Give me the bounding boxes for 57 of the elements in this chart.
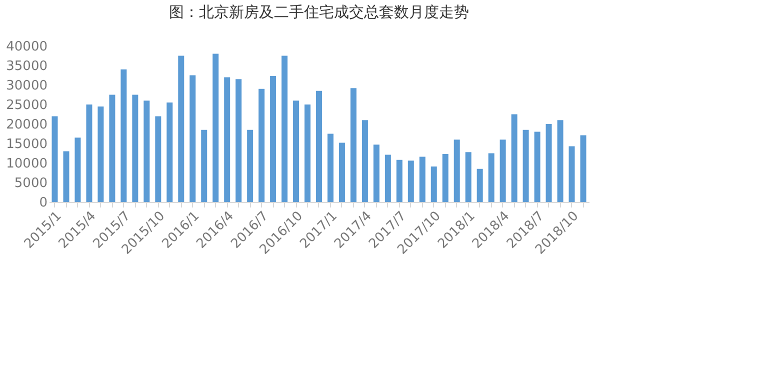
- bar: [155, 116, 162, 202]
- bar: [396, 160, 402, 202]
- bar: [488, 153, 494, 202]
- bar: [109, 94, 116, 202]
- bar: [327, 134, 334, 202]
- y-tick-label: 30000: [6, 78, 48, 94]
- bar: [338, 142, 345, 202]
- bar: [419, 156, 426, 202]
- bar: [178, 56, 184, 202]
- bar: [500, 140, 506, 202]
- bar: [52, 116, 58, 202]
- bar: [511, 114, 518, 202]
- bar: [190, 75, 196, 202]
- bar: [63, 151, 70, 202]
- bar: [522, 130, 529, 202]
- y-tick-label: 0: [39, 196, 48, 210]
- bar: [362, 120, 368, 202]
- bar: [236, 79, 242, 202]
- bar: [166, 102, 173, 202]
- bar: [212, 54, 219, 202]
- bar: [304, 104, 311, 202]
- bar: [454, 140, 460, 202]
- bar: [408, 160, 414, 202]
- bar: [120, 69, 127, 202]
- bar: [132, 94, 138, 202]
- bar: [316, 90, 322, 202]
- bar: [476, 168, 483, 202]
- y-tick-label: 20000: [6, 118, 48, 132]
- bar: [282, 56, 288, 202]
- bar: [442, 154, 448, 202]
- bar: [86, 104, 92, 202]
- bar: [384, 154, 391, 202]
- bar: [534, 132, 540, 202]
- y-tick-label: 5000: [14, 176, 48, 191]
- bar: [293, 100, 300, 202]
- bar: [224, 77, 230, 202]
- bar: [144, 100, 150, 202]
- bar: [74, 138, 81, 202]
- bar: [247, 130, 254, 202]
- bar: [270, 76, 276, 202]
- bar: [465, 152, 472, 202]
- bar: [557, 120, 564, 202]
- chart-title: 图：北京新房及二手住宅成交总套数月度走势: [169, 3, 469, 21]
- bar: [350, 88, 356, 202]
- y-tick-label: 25000: [6, 98, 48, 113]
- y-tick-label: 15000: [6, 137, 48, 152]
- bar: [568, 146, 575, 202]
- y-tick-label: 10000: [6, 156, 48, 172]
- bar: [201, 130, 208, 202]
- bar: [430, 166, 437, 202]
- bar: [98, 106, 104, 202]
- y-tick-label: 40000: [6, 40, 48, 54]
- bar: [258, 88, 265, 202]
- bar: [580, 135, 586, 202]
- bar: [546, 124, 552, 202]
- y-tick-label: 35000: [6, 59, 48, 74]
- bar: [373, 144, 380, 202]
